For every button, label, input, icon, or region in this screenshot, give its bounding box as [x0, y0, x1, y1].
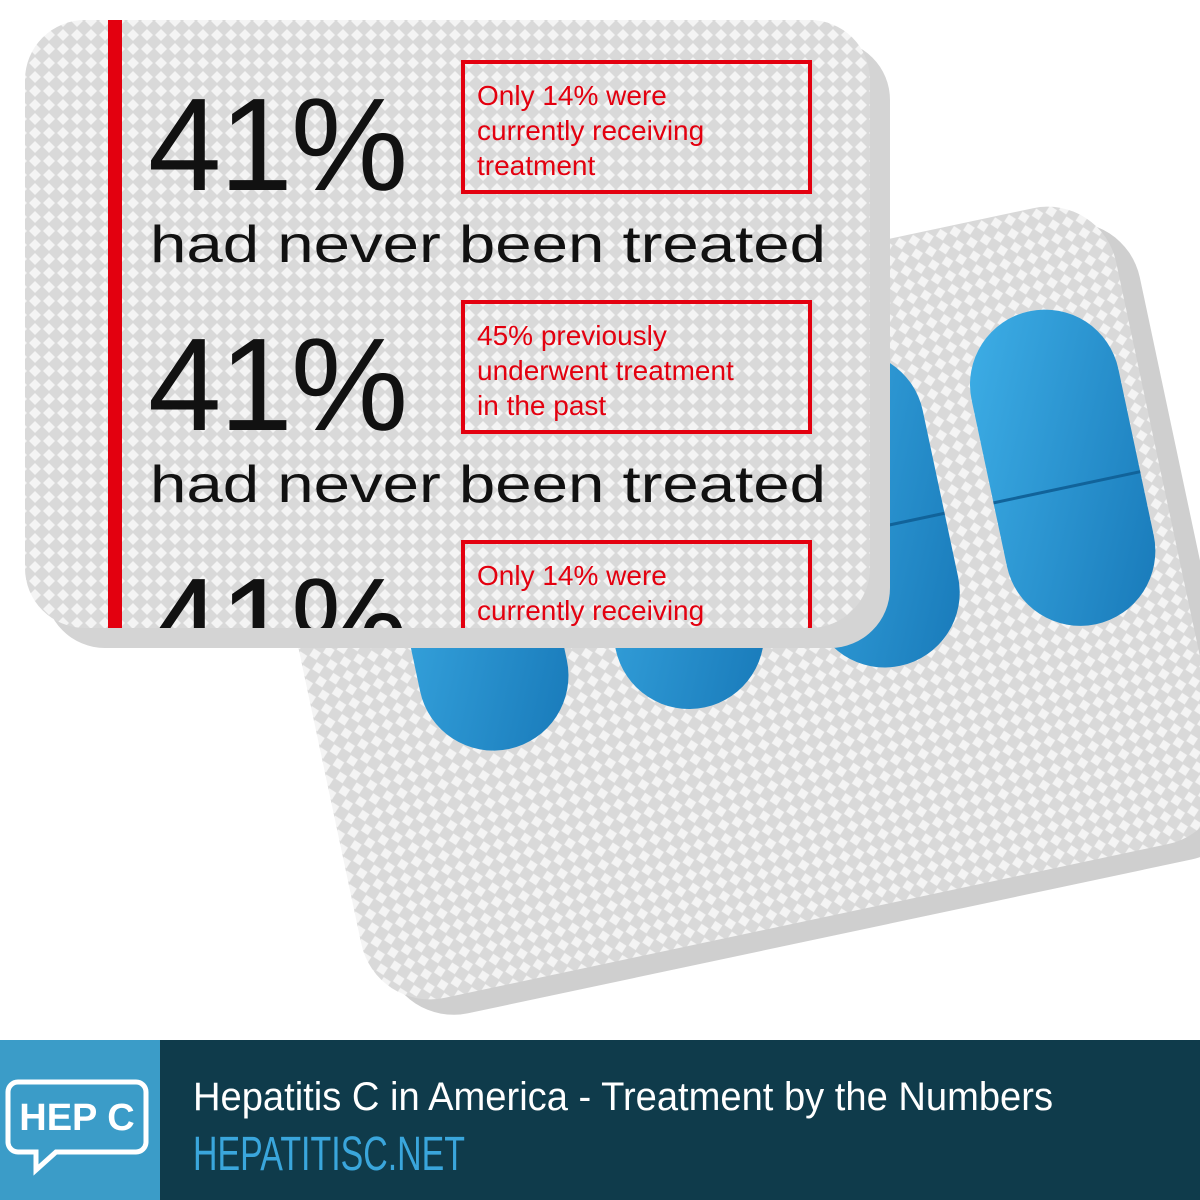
stat-label: had never been treated — [150, 216, 826, 274]
stat-figure: 41% — [148, 71, 406, 218]
logo-bubble — [5, 1079, 149, 1176]
note-line: in the past — [477, 390, 606, 421]
note-line: 45% previously — [477, 320, 667, 351]
footer — [0, 1040, 1200, 1200]
note-box — [461, 60, 812, 194]
footer-site: HEPATITISC.NET — [193, 1128, 465, 1181]
logo-tile — [0, 1040, 160, 1200]
note-box — [461, 540, 812, 628]
note-line: underwent treatment — [477, 355, 734, 386]
note-line: Only 14% were — [477, 560, 667, 591]
stat-figure: 41% — [148, 311, 406, 458]
note-line: currently receiving — [477, 595, 704, 626]
note-box — [461, 300, 812, 434]
note-line: Only 14% were — [477, 80, 667, 111]
accent-bar — [108, 20, 122, 628]
footer-title: Hepatitis C in America - Treatment by th… — [193, 1075, 1053, 1119]
stat-label: had never been treated — [150, 456, 826, 514]
logo-text: HEP C — [19, 1097, 134, 1139]
note-line: currently receiving — [477, 115, 704, 146]
stat-figure: 41% — [148, 551, 406, 698]
note-line: treatment — [477, 150, 595, 181]
